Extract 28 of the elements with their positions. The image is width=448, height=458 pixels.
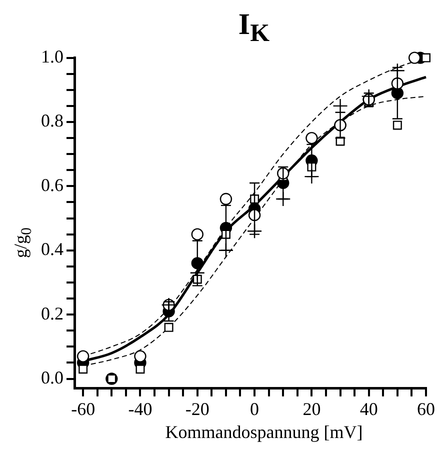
x-tick-label: 40 (360, 398, 378, 419)
y-tick-label: 0.6 (41, 174, 64, 195)
chart-title: I$_{K}$ (237, 8, 271, 48)
point (306, 132, 318, 144)
point (220, 192, 232, 206)
x-tick-label: 0 (250, 398, 260, 419)
point (408, 52, 421, 64)
point (332, 98, 348, 114)
x-axis-title: Kommandospannung [mV] (164, 422, 364, 443)
point (422, 53, 430, 62)
point (134, 350, 146, 362)
x-tick-label: 20 (302, 398, 321, 419)
y-tick-label: 0.0 (41, 368, 64, 388)
point (164, 322, 174, 332)
point (76, 350, 90, 362)
x-tick-label: -40 (128, 398, 152, 419)
y-tick-label: 1.0 (41, 46, 64, 67)
point (78, 364, 88, 374)
point (191, 228, 204, 240)
y-tick-label: 0.2 (41, 303, 64, 324)
point (191, 257, 204, 270)
y-tick-label: 0.4 (41, 239, 64, 260)
x-tick-label: 60 (417, 398, 435, 419)
point (136, 364, 145, 374)
x-tick-label: -20 (185, 398, 210, 419)
x-tick-label: -60 (71, 398, 96, 419)
point (392, 120, 402, 130)
y-tick-label: 0.8 (41, 110, 64, 131)
